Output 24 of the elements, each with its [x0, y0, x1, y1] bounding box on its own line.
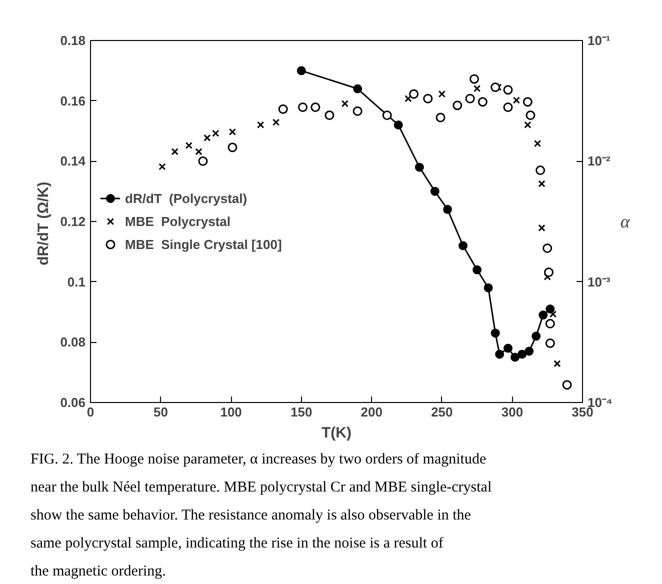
x-tick-label: 100 [220, 404, 242, 420]
x-tick-label: 0 [86, 404, 94, 420]
y-tick-label: 0.1 [67, 274, 86, 290]
y2-axis-title: α [620, 212, 630, 232]
y-tick-label: 0.06 [60, 395, 86, 410]
x-tick-label: 300 [501, 404, 524, 420]
y-tick-label: 0.16 [60, 93, 86, 108]
y2-tick-label: 10⁻³ [588, 274, 611, 290]
y-axis-title: dR/dT (Ω/K) [35, 182, 52, 266]
y-tick-label: 0.18 [60, 33, 86, 48]
y2-tick-label: 10⁻¹ [588, 33, 610, 48]
x-tick-label: 250 [431, 404, 453, 420]
x-tick-label: 150 [290, 404, 312, 420]
y-tick-label: 0.12 [60, 214, 86, 229]
x-axis-title: T(K) [322, 424, 352, 442]
y-tick-label: 0.08 [60, 334, 86, 350]
caption: FIG. 2. The Hooge noise parameter, α increases by two orders of magnitude near the bulk Néel temperature. MBE polycrystal Cr and MBE single-crystal show the same behavior. The resistance anomaly is also observable in the same polycrystal sample, indicating the rise in the noise is a result of the magnetic ordering. [30, 452, 492, 580]
y-tick-label: 0.14 [60, 154, 86, 169]
x-tick-label: 50 [154, 404, 168, 420]
legend-label: dR/dT (Polycrystal) [125, 190, 248, 206]
y2-tick-label: 10⁻² [588, 154, 611, 169]
legend-label: MBE Single Crystal [100] [125, 236, 282, 252]
x-tick-label: 200 [360, 404, 382, 420]
legend-label: MBE Polycrystal [125, 214, 230, 228]
